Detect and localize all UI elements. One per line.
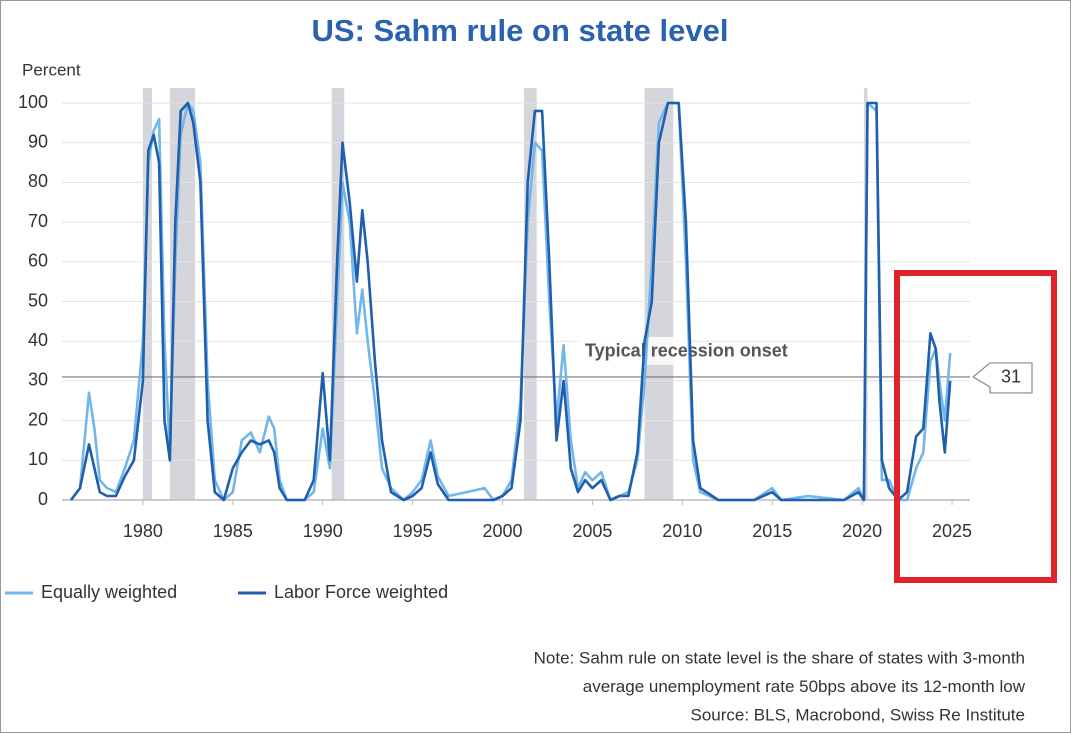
x-tick-label: 2015	[752, 521, 792, 541]
y-axis-label: Percent	[22, 60, 81, 79]
callout-value: 31	[1001, 367, 1021, 387]
note: Note: Sahm rule on state level is the sh…	[534, 648, 1025, 667]
x-tick-label: 1980	[123, 521, 163, 541]
y-tick-label: 10	[28, 449, 48, 469]
series-line	[69, 101, 952, 502]
y-tick-label: 90	[28, 131, 48, 151]
x-tick-label: 1985	[213, 521, 253, 541]
x-tick-label: 2005	[572, 521, 612, 541]
x-tick-label: 2020	[842, 521, 882, 541]
highlight-box	[894, 270, 1057, 583]
legend-label: Equally weighted	[41, 582, 177, 602]
x-tick-label: 1990	[303, 521, 343, 541]
x-tick-label: 2010	[662, 521, 702, 541]
plot-area: 0 10 20 30 40 50 60 70 80 90 100 1980 1985 1990 1995 20…	[18, 88, 972, 541]
legend-label: Labor Force weighted	[274, 582, 448, 602]
x-tick-label: 2000	[482, 521, 522, 541]
note: average unemployment rate 50bps above it…	[583, 677, 1026, 696]
y-tick-label: 60	[28, 251, 48, 271]
x-tick-label: 2025	[932, 521, 972, 541]
y-tick-label: 50	[28, 290, 48, 310]
y-tick-label: 30	[28, 370, 48, 390]
series-line	[69, 101, 952, 502]
chart-title: US: Sahm rule on state level	[312, 13, 729, 48]
note: Source: BLS, Macrobond, Swiss Re Institu…	[691, 705, 1026, 724]
reference-label-bg	[578, 336, 690, 365]
y-tick-label: 100	[18, 92, 48, 112]
y-tick-label: 40	[28, 330, 48, 350]
y-tick-label: 70	[28, 211, 48, 231]
callout-box	[971, 362, 1033, 394]
reference-label: Typical recession onset	[585, 341, 788, 361]
y-tick-label: 20	[28, 409, 48, 429]
y-tick-label: 80	[28, 171, 48, 191]
x-tick-label: 1995	[393, 521, 433, 541]
recession-band	[142, 88, 152, 500]
y-tick-label: 0	[38, 489, 48, 509]
